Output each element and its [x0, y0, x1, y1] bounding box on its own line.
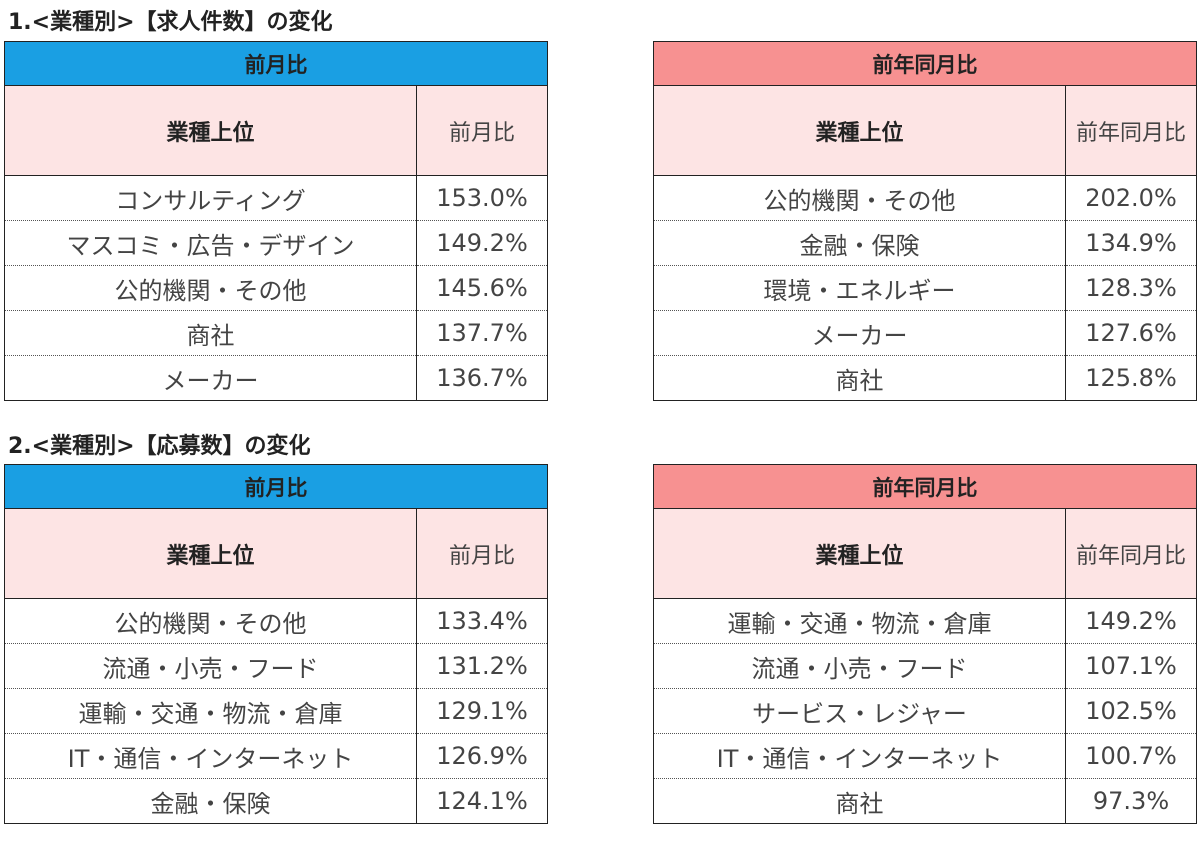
ratio-value: 100.7% — [1065, 733, 1197, 779]
ratio-value: 145.6% — [416, 265, 548, 311]
table-row: 金融・保険 134.9% — [653, 220, 1197, 266]
column-header-industry: 業種上位 — [4, 508, 417, 599]
table-band-title: 前月比 — [4, 41, 548, 86]
ratio-value: 126.9% — [416, 733, 548, 779]
industry-name: 環境・エネルギー — [653, 265, 1066, 311]
table-row: サービス・レジャー 102.5% — [653, 688, 1197, 734]
table-band-title: 前月比 — [4, 464, 548, 509]
table-row: 金融・保険 124.1% — [4, 778, 548, 824]
column-header-ratio: 前月比 — [416, 85, 548, 176]
ratio-value: 149.2% — [416, 220, 548, 266]
ratio-value: 124.1% — [416, 778, 548, 824]
ratio-value: 136.7% — [416, 355, 548, 401]
table-row: IT・通信・インターネット 126.9% — [4, 733, 548, 779]
industry-name: 流通・小売・フード — [653, 643, 1066, 689]
table-row: メーカー 127.6% — [653, 310, 1197, 356]
job-postings-mom-table: 前月比 業種上位 前月比 コンサルティング 153.0% マスコミ・広告・デザイン… — [4, 41, 548, 401]
industry-name: 公的機関・その他 — [653, 175, 1066, 221]
table-row: 公的機関・その他 133.4% — [4, 598, 548, 644]
table-row: 商社 125.8% — [653, 355, 1197, 401]
industry-name: 商社 — [4, 310, 417, 356]
industry-name: コンサルティング — [4, 175, 417, 221]
industry-name: 金融・保険 — [653, 220, 1066, 266]
table-row: IT・通信・インターネット 100.7% — [653, 733, 1197, 779]
ratio-value: 125.8% — [1065, 355, 1197, 401]
table-row: 流通・小売・フード 131.2% — [4, 643, 548, 689]
industry-name: マスコミ・広告・デザイン — [4, 220, 417, 266]
table-band-title: 前年同月比 — [653, 464, 1197, 509]
table-row: 運輸・交通・物流・倉庫 129.1% — [4, 688, 548, 734]
table-row: メーカー 136.7% — [4, 355, 548, 401]
ratio-value: 102.5% — [1065, 688, 1197, 734]
ratio-value: 97.3% — [1065, 778, 1197, 824]
column-header-ratio: 前月比 — [416, 508, 548, 599]
applications-yoy-table: 前年同月比 業種上位 前年同月比 運輸・交通・物流・倉庫 149.2% 流通・小売… — [653, 464, 1197, 824]
industry-name: 公的機関・その他 — [4, 598, 417, 644]
section-title-applications: 2.<業種別>【応募数】の変化 — [8, 434, 311, 459]
table-row: 公的機関・その他 202.0% — [653, 175, 1197, 221]
ratio-value: 137.7% — [416, 310, 548, 356]
ratio-value: 129.1% — [416, 688, 548, 734]
applications-mom-table: 前月比 業種上位 前月比 公的機関・その他 133.4% 流通・小売・フード 131… — [4, 464, 548, 824]
column-header-ratio: 前年同月比 — [1065, 508, 1197, 599]
column-header-industry: 業種上位 — [4, 85, 417, 176]
industry-name: 運輸・交通・物流・倉庫 — [4, 688, 417, 734]
table-band-title: 前年同月比 — [653, 41, 1197, 86]
industry-name: 公的機関・その他 — [4, 265, 417, 311]
job-postings-yoy-table: 前年同月比 業種上位 前年同月比 公的機関・その他 202.0% 金融・保険 134… — [653, 41, 1197, 401]
ratio-value: 134.9% — [1065, 220, 1197, 266]
industry-name: IT・通信・インターネット — [4, 733, 417, 779]
ratio-value: 131.2% — [416, 643, 548, 689]
column-header-industry: 業種上位 — [653, 85, 1066, 176]
ratio-value: 153.0% — [416, 175, 548, 221]
ratio-value: 149.2% — [1065, 598, 1197, 644]
industry-name: 金融・保険 — [4, 778, 417, 824]
table-row: 運輸・交通・物流・倉庫 149.2% — [653, 598, 1197, 644]
table-row: 環境・エネルギー 128.3% — [653, 265, 1197, 311]
column-header-ratio: 前年同月比 — [1065, 85, 1197, 176]
table-row: 商社 137.7% — [4, 310, 548, 356]
table-row: 商社 97.3% — [653, 778, 1197, 824]
section-title-job-postings: 1.<業種別>【求人件数】の変化 — [8, 10, 333, 35]
industry-name: サービス・レジャー — [653, 688, 1066, 734]
industry-name: 運輸・交通・物流・倉庫 — [653, 598, 1066, 644]
industry-name: 商社 — [653, 778, 1066, 824]
ratio-value: 127.6% — [1065, 310, 1197, 356]
industry-name: IT・通信・インターネット — [653, 733, 1066, 779]
table-row: コンサルティング 153.0% — [4, 175, 548, 221]
industry-name: メーカー — [653, 310, 1066, 356]
ratio-value: 133.4% — [416, 598, 548, 644]
industry-name: 商社 — [653, 355, 1066, 401]
column-header-industry: 業種上位 — [653, 508, 1066, 599]
industry-name: メーカー — [4, 355, 417, 401]
table-row: マスコミ・広告・デザイン 149.2% — [4, 220, 548, 266]
ratio-value: 128.3% — [1065, 265, 1197, 311]
table-row: 流通・小売・フード 107.1% — [653, 643, 1197, 689]
ratio-value: 202.0% — [1065, 175, 1197, 221]
ratio-value: 107.1% — [1065, 643, 1197, 689]
industry-name: 流通・小売・フード — [4, 643, 417, 689]
table-row: 公的機関・その他 145.6% — [4, 265, 548, 311]
